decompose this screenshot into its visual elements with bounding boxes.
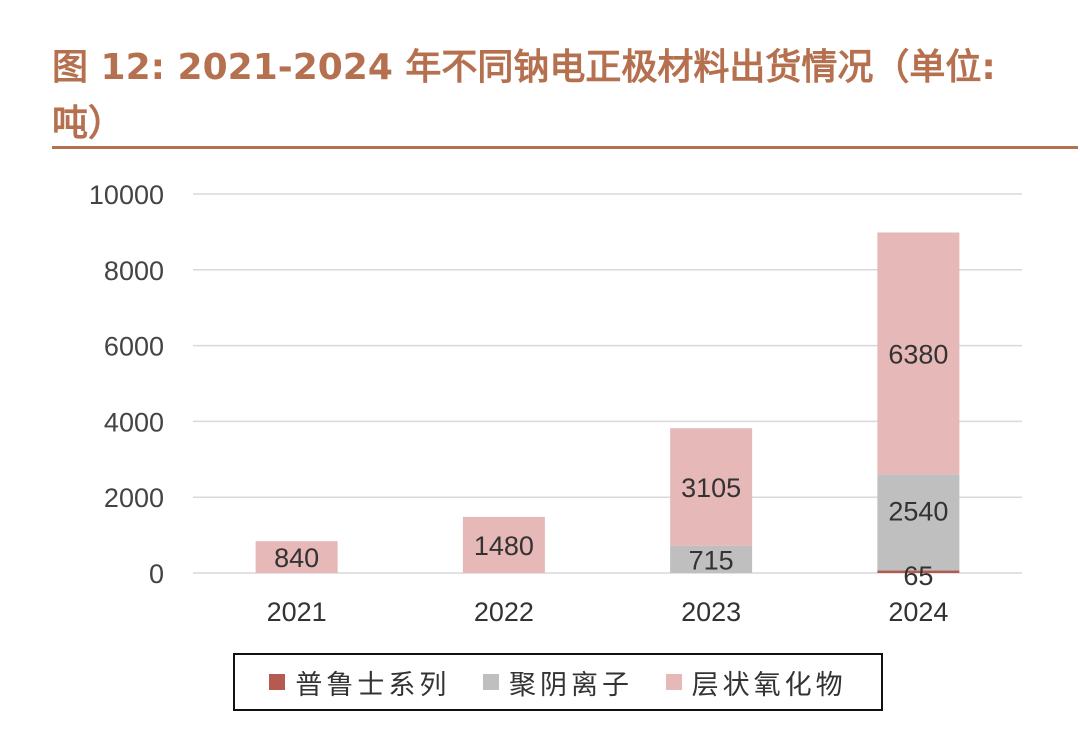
bars	[255, 232, 960, 573]
bar-segment	[877, 474, 960, 571]
data-label: 6380	[888, 339, 948, 369]
legend-swatch	[665, 674, 682, 690]
bar-segment	[670, 428, 753, 546]
y-tick-label: 6000	[104, 332, 164, 362]
data-label: 2540	[888, 496, 948, 526]
x-axis-ticks: 2021 2022 2023 2024	[267, 597, 949, 627]
y-tick-label: 8000	[104, 256, 164, 286]
legend-swatch	[482, 674, 499, 690]
legend-item-polyanion: 聚阴离子	[482, 663, 633, 702]
legend-label: 普鲁士系列	[295, 669, 451, 701]
x-tick-label: 2024	[888, 597, 948, 627]
legend-label: 聚阴离子	[508, 669, 633, 701]
legend-label: 层状氧化物	[691, 669, 847, 701]
y-axis-ticks: 0 2000 4000 6000 8000 10000	[89, 180, 164, 589]
bar-segment	[462, 516, 545, 573]
y-tick-label: 0	[149, 559, 164, 589]
data-label: 65	[903, 561, 933, 591]
bar-segment	[877, 232, 960, 475]
legend-item-layered-oxide: 层状氧化物	[665, 663, 847, 702]
data-label: 840	[274, 543, 319, 573]
title-divider	[52, 146, 1078, 149]
bar-segment	[670, 545, 753, 573]
y-tick-label: 10000	[89, 180, 164, 210]
data-label: 1480	[474, 531, 534, 561]
legend-swatch	[269, 674, 286, 690]
bar-chart: 0 2000 4000 6000 8000 10000 840 1480 715 3105 65 2…	[89, 180, 1022, 627]
x-tick-label: 2021	[267, 597, 327, 627]
x-tick-label: 2023	[681, 597, 741, 627]
data-label: 3105	[681, 473, 741, 503]
x-tick-label: 2022	[474, 597, 534, 627]
chart-title: 图 12: 2021-2024 年不同钠电正极材料出货情况（单位: 吨）	[52, 47, 996, 144]
data-label: 715	[689, 545, 734, 575]
data-labels: 840 1480 715 3105 65 2540 6380	[274, 339, 948, 591]
bar-segment	[255, 541, 338, 573]
bar-segment	[877, 570, 960, 573]
y-tick-label: 4000	[104, 407, 164, 437]
legend-item-prussian: 普鲁士系列	[269, 663, 450, 702]
y-tick-label: 2000	[104, 483, 164, 513]
legend: 普鲁士系列 聚阴离子 层状氧化物	[233, 653, 883, 711]
